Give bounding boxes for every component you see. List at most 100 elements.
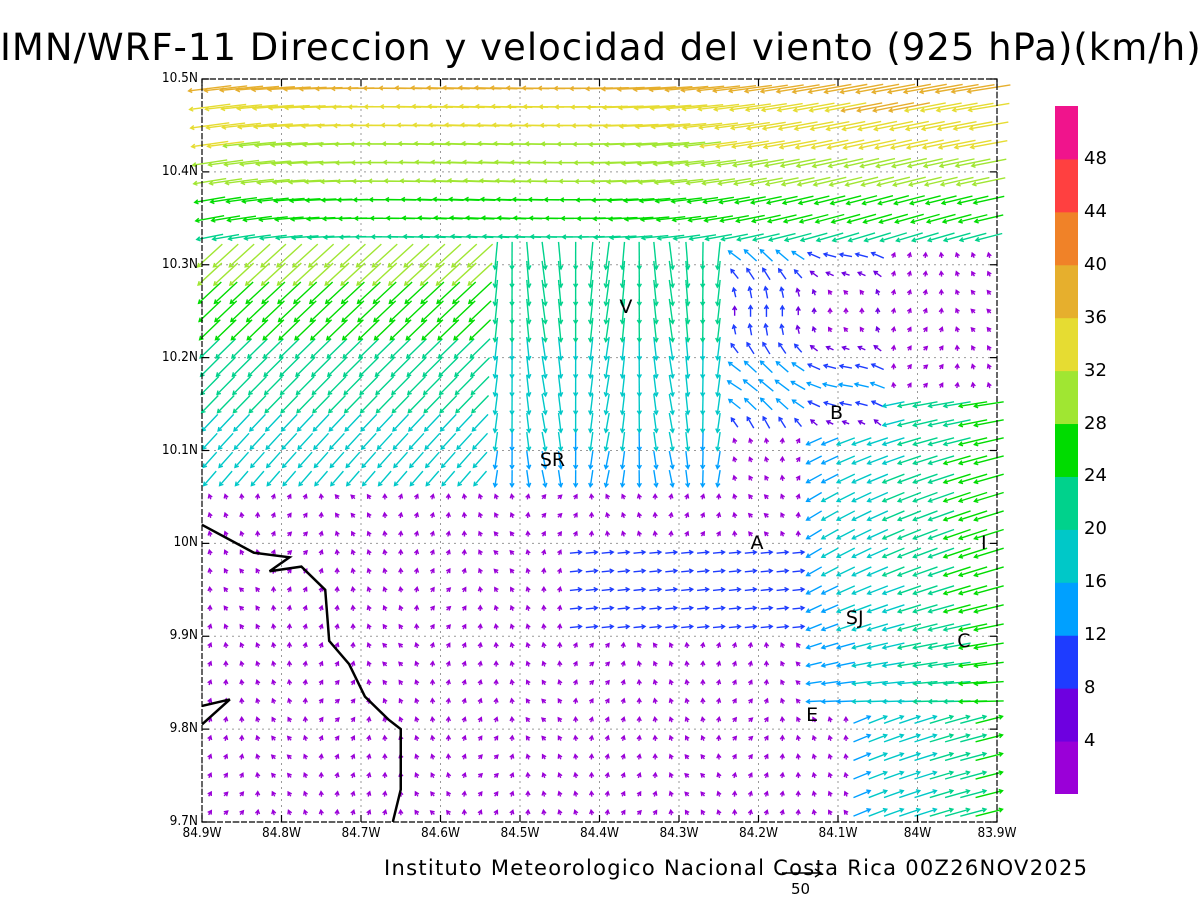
wind-vector: [866, 437, 889, 447]
wind-vector: [604, 716, 610, 723]
wind-vector: [188, 103, 231, 112]
wind-vector: [973, 680, 1004, 687]
wind-vector: [778, 342, 787, 354]
wind-vector: [387, 262, 414, 286]
wind-vector: [461, 716, 467, 723]
wind-vector: [792, 102, 835, 113]
wind-vector: [608, 234, 637, 241]
wind-vector: [541, 431, 548, 452]
wind-vector: [665, 624, 679, 630]
wind-vector: [939, 176, 974, 187]
wind-vector: [809, 270, 819, 278]
wind-vector: [841, 271, 850, 277]
wind-vector: [603, 336, 610, 362]
wind-vector: [805, 381, 822, 389]
wind-vector: [271, 697, 277, 704]
wind-vector: [345, 470, 360, 487]
wind-vector: [334, 623, 340, 630]
wind-vector: [493, 809, 499, 816]
wind-vector: [731, 323, 737, 335]
wind-vector: [668, 298, 675, 325]
wind-vector: [621, 493, 626, 500]
wind-vector: [382, 679, 388, 686]
wind-vector: [780, 530, 785, 537]
wind-vector: [841, 345, 850, 351]
wind-vector: [700, 734, 706, 741]
wind-vector: [636, 394, 642, 416]
wind-vector: [890, 251, 896, 259]
wind-vector: [509, 493, 515, 500]
wind-vector: [881, 528, 905, 540]
wind-vector: [493, 791, 499, 797]
wind-vector: [712, 605, 726, 611]
wind-vector: [973, 437, 1004, 447]
wind-vector: [271, 660, 277, 667]
wind-vector: [986, 326, 992, 333]
wind-vector: [398, 548, 404, 556]
wind-vector: [287, 716, 293, 723]
wind-vector: [405, 319, 428, 341]
wind-vector: [589, 642, 595, 648]
wind-vector: [957, 680, 988, 687]
wind-vector: [302, 715, 309, 723]
wind-vector: [541, 298, 548, 325]
wind-vector: [302, 641, 308, 649]
wind-vector: [843, 157, 880, 169]
wind-vector: [525, 530, 531, 537]
wind-vector: [323, 243, 351, 268]
wind-vector: [461, 790, 467, 797]
wind-vector: [896, 401, 922, 409]
wind-vector: [954, 158, 991, 169]
wind-vector: [780, 697, 786, 704]
wind-vector: [881, 437, 905, 447]
wind-vector: [525, 660, 531, 667]
wind-vector: [308, 281, 334, 305]
wind-vector: [793, 121, 834, 132]
wind-vector: [334, 494, 340, 500]
wind-vector: [732, 716, 738, 723]
wind-vector: [775, 360, 789, 373]
wind-vector: [780, 642, 786, 649]
wind-vector: [854, 252, 869, 258]
wind-vector: [541, 567, 547, 574]
wind-vector: [809, 120, 850, 132]
wind-vector: [541, 412, 548, 434]
wind-vector: [245, 281, 270, 305]
wind-vector: [429, 493, 435, 500]
wind-vector: [478, 549, 483, 556]
wind-vector: [668, 511, 674, 519]
wind-vector: [700, 432, 706, 452]
wind-vector: [716, 809, 722, 816]
wind-vector: [557, 660, 563, 667]
wind-vector: [509, 241, 515, 271]
wind-vector: [944, 788, 971, 799]
wind-vector: [866, 510, 889, 522]
wind-vector: [633, 568, 647, 574]
wind-vector: [763, 697, 769, 704]
wind-vector: [653, 317, 659, 343]
wind-vector: [408, 451, 424, 469]
wind-vector: [940, 195, 973, 206]
wind-vector: [210, 215, 241, 223]
wind-vector: [795, 680, 801, 686]
wind-vector: [461, 586, 467, 593]
wind-vector: [271, 790, 277, 797]
wind-vector: [923, 176, 958, 187]
wind-vector: [805, 698, 822, 705]
wind-vector: [525, 548, 531, 556]
wind-vector: [728, 549, 742, 556]
wind-vector: [436, 300, 460, 323]
wind-vector: [373, 319, 396, 341]
wind-vector: [350, 790, 356, 797]
wind-vector: [883, 770, 905, 780]
wind-vector: [656, 234, 685, 241]
wind-vector: [890, 288, 897, 296]
wind-vector: [840, 102, 883, 113]
wind-vector: [763, 753, 769, 760]
wind-vector: [778, 416, 787, 429]
wind-vector: [763, 285, 769, 299]
wind-vector: [702, 196, 735, 205]
wind-vector: [862, 213, 893, 225]
wind-vector: [334, 660, 340, 667]
